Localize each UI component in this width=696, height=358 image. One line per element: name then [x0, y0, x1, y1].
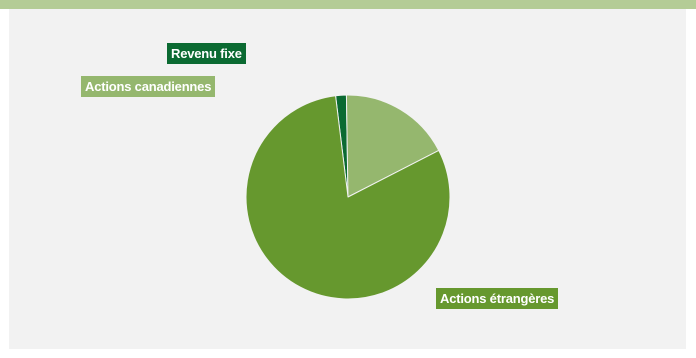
pie-slice-actions-etrangeres — [245, 95, 451, 300]
slice-label-revenu-fixe: Revenu fixe — [167, 43, 246, 64]
slice-label-actions-canadiennes: Actions canadiennes — [81, 76, 216, 97]
pie-slice-actions-canadiennes — [345, 94, 440, 198]
pie-slices — [245, 94, 451, 300]
slice-label-actions-etrangeres: Actions étrangères — [436, 288, 559, 309]
top-band — [0, 0, 696, 9]
